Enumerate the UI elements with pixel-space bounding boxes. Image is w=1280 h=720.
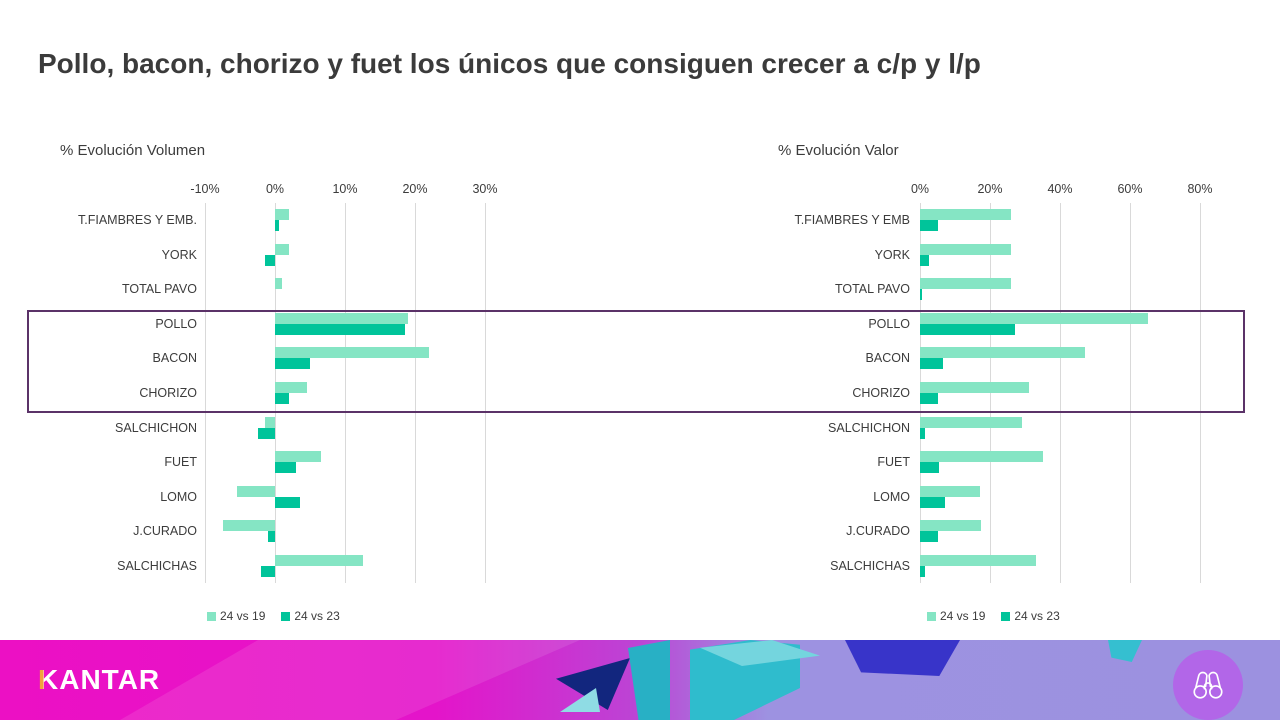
bar-24-vs-23 — [275, 462, 296, 474]
bar-24-vs-19 — [920, 520, 982, 532]
bar-24-vs-19 — [236, 485, 275, 497]
legend-label: 24 vs 23 — [1014, 609, 1060, 623]
legend-swatch-24-vs-19 — [927, 611, 936, 621]
axis-tick-label: 20% — [402, 182, 428, 196]
bar-24-vs-19 — [920, 554, 1036, 566]
category-label: FUET — [164, 455, 197, 470]
bar-24-vs-23 — [264, 254, 275, 266]
footer-art-blue-cube — [845, 640, 960, 676]
footer-art-teal-slab — [628, 640, 670, 720]
bar-24-vs-23 — [275, 220, 279, 232]
category-label: J.CURADO — [846, 524, 910, 539]
bar-24-vs-19 — [920, 278, 1011, 290]
bar-24-vs-19 — [275, 554, 363, 566]
legend-label: 24 vs 23 — [294, 609, 340, 623]
category-label: SALCHICHON — [115, 420, 197, 435]
axis-tick-label: 60% — [1117, 182, 1143, 196]
bar-24-vs-23 — [920, 462, 940, 474]
bar-24-vs-19 — [275, 243, 289, 255]
axis-tick-label: 20% — [977, 182, 1003, 196]
legend-item: 24 vs 23 — [1001, 609, 1060, 623]
bar-24-vs-23 — [275, 496, 300, 508]
legend-item: 24 vs 23 — [281, 609, 340, 623]
category-label: SALCHICHON — [828, 420, 910, 435]
legend-swatch-24-vs-19 — [207, 611, 216, 621]
chart-title-value: % Evolución Valor — [778, 142, 899, 159]
category-label: LOMO — [873, 489, 910, 504]
bar-24-vs-23 — [920, 220, 938, 232]
category-label: LOMO — [160, 489, 197, 504]
bar-24-vs-23 — [257, 427, 275, 439]
bar-24-vs-23 — [920, 496, 945, 508]
legend: 24 vs 19 24 vs 23 — [207, 609, 340, 623]
bar-24-vs-23 — [268, 531, 275, 543]
axis-tick-label: 0% — [265, 182, 285, 196]
category-label: SALCHICHAS — [117, 558, 197, 573]
category-label: FUET — [877, 455, 910, 470]
axis-tick-label: 30% — [472, 182, 498, 196]
bar-24-vs-23 — [920, 531, 938, 543]
axis-tick-label: 40% — [1047, 182, 1073, 196]
bar-24-vs-19 — [920, 416, 1022, 428]
bar-24-vs-23 — [261, 565, 275, 577]
bar-24-vs-23 — [920, 427, 926, 439]
axis-tick-label: 10% — [332, 182, 358, 196]
page-title: Pollo, bacon, chorizo y fuet los únicos … — [38, 48, 981, 79]
axis-tick-label: 80% — [1187, 182, 1213, 196]
highlight-box — [27, 310, 1245, 413]
footer-art-streak — [120, 640, 580, 720]
category-label: J.CURADO — [133, 524, 197, 539]
legend: 24 vs 19 24 vs 23 — [927, 609, 1060, 623]
legend-swatch-24-vs-23 — [281, 611, 291, 621]
bar-24-vs-19 — [264, 416, 275, 428]
legend-item: 24 vs 19 — [207, 609, 265, 623]
category-label: YORK — [874, 247, 910, 262]
category-label: TOTAL PAVO — [834, 282, 910, 297]
bar-24-vs-23 — [920, 289, 922, 301]
bar-24-vs-19 — [920, 243, 1011, 255]
bar-24-vs-19 — [275, 451, 321, 463]
category-label: TOTAL PAVO — [121, 282, 197, 297]
bar-24-vs-19 — [275, 278, 282, 290]
kantar-logo: KANTAR — [38, 662, 160, 698]
axis-tick-label: 0% — [910, 182, 930, 196]
bar-24-vs-19 — [920, 485, 980, 497]
legend-item: 24 vs 19 — [927, 609, 985, 623]
footer: KANTAR — [0, 640, 1280, 720]
binoculars-icon — [1193, 671, 1223, 699]
bar-24-vs-19 — [920, 451, 1043, 463]
legend-label: 24 vs 19 — [220, 609, 266, 623]
category-label: T.FIAMBRES Y EMB — [794, 213, 910, 228]
bar-24-vs-19 — [222, 520, 275, 532]
category-label: T.FIAMBRES Y EMB. — [77, 213, 197, 228]
legend-swatch-24-vs-23 — [1001, 611, 1011, 621]
legend-label: 24 vs 19 — [940, 609, 986, 623]
category-label: SALCHICHAS — [830, 558, 910, 573]
category-label: YORK — [161, 247, 197, 262]
kantar-logo-rest: ANTAR — [59, 664, 161, 695]
footer-art-teal-chip — [1108, 640, 1142, 662]
bar-24-vs-23 — [920, 565, 926, 577]
kantar-logo-k: K — [38, 664, 60, 695]
bar-24-vs-19 — [920, 209, 1011, 221]
bar-24-vs-23 — [920, 254, 929, 266]
bar-24-vs-19 — [275, 209, 289, 221]
axis-tick-label: -10% — [190, 182, 220, 196]
brand-badge — [1173, 650, 1243, 720]
chart-title-volume: % Evolución Volumen — [60, 142, 206, 159]
